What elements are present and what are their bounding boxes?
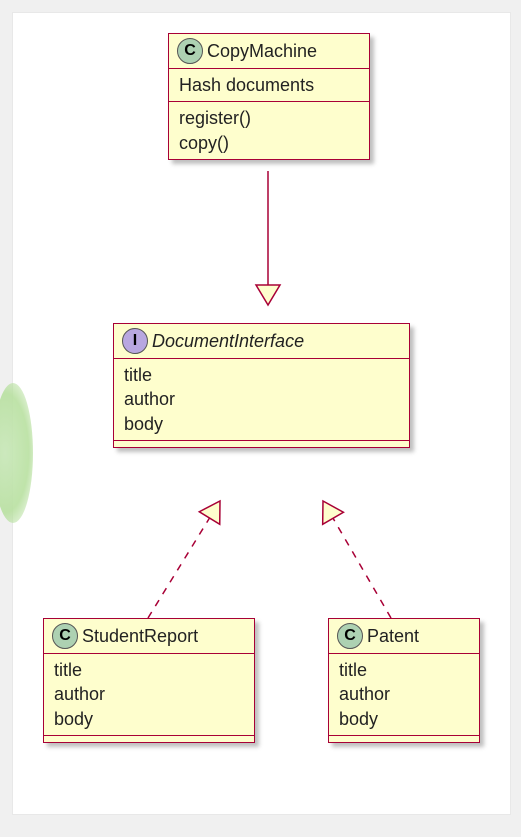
class-title-row: CCopyMachine <box>169 34 369 69</box>
methods-section-empty <box>329 736 479 742</box>
class-name: StudentReport <box>82 626 198 647</box>
class-title-row: CPatent <box>329 619 479 654</box>
connector-line <box>333 518 391 618</box>
attributes-section: Hash documents <box>169 69 369 102</box>
class-title-row: IDocumentInterface <box>114 324 409 359</box>
attribute: body <box>54 707 244 731</box>
attributes-section: titleauthorbody <box>329 654 479 736</box>
method: register() <box>179 106 359 130</box>
attribute: author <box>124 387 399 411</box>
attributes-section: titleauthorbody <box>44 654 254 736</box>
class-badge-icon: C <box>177 38 203 64</box>
class-name: DocumentInterface <box>152 331 304 352</box>
attribute: author <box>54 682 244 706</box>
uml-class-studentReport: CStudentReporttitleauthorbody <box>43 618 255 743</box>
attribute: title <box>124 363 399 387</box>
connector-line <box>148 518 210 618</box>
uml-class-patent: CPatenttitleauthorbody <box>328 618 480 743</box>
uml-class-copyMachine: CCopyMachine Hash documents register()copy… <box>168 33 370 160</box>
attribute: body <box>339 707 469 731</box>
class-name: CopyMachine <box>207 41 317 62</box>
class-name: Patent <box>367 626 419 647</box>
method: copy() <box>179 131 359 155</box>
decorative-blob <box>0 383 33 523</box>
class-badge-icon: C <box>337 623 363 649</box>
interface-badge-icon: I <box>122 328 148 354</box>
attributes-section: titleauthorbody <box>114 359 409 441</box>
attribute: body <box>124 412 399 436</box>
attribute: title <box>339 658 469 682</box>
attribute: Hash documents <box>179 73 359 97</box>
class-badge-icon: C <box>52 623 78 649</box>
attribute: author <box>339 682 469 706</box>
methods-section: register()copy() <box>169 102 369 159</box>
connector-arrowhead <box>256 285 280 305</box>
methods-section-empty <box>44 736 254 742</box>
uml-class-documentInterface: IDocumentInterfacetitleauthorbody <box>113 323 410 448</box>
methods-section-empty <box>114 441 409 447</box>
attribute: title <box>54 658 244 682</box>
diagram-canvas: CCopyMachineHash documentsregister()copy… <box>12 12 511 815</box>
connector-arrowhead <box>323 501 344 524</box>
class-title-row: CStudentReport <box>44 619 254 654</box>
connector-arrowhead <box>199 501 220 524</box>
